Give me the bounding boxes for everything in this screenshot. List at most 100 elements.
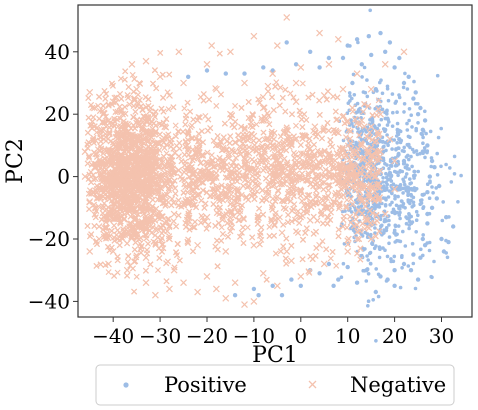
positive-point-texture xyxy=(413,188,417,193)
positive-point xyxy=(406,74,411,80)
negative-point-texture xyxy=(143,235,150,242)
negative-point-texture xyxy=(296,220,303,226)
positive-point-texture xyxy=(422,146,427,150)
positive-point xyxy=(270,283,275,288)
negative-point-texture xyxy=(293,177,300,184)
positive-point-texture xyxy=(363,90,368,95)
positive-point xyxy=(397,55,402,61)
positive-point xyxy=(366,34,371,39)
negative-point-texture xyxy=(361,225,368,232)
positive-point-texture xyxy=(420,132,425,137)
positive-point-texture xyxy=(427,248,432,253)
positive-point-texture xyxy=(360,253,364,258)
positive-point-texture xyxy=(387,235,392,239)
negative-point-texture xyxy=(180,189,187,196)
negative-point-texture xyxy=(218,224,225,231)
positive-point-texture xyxy=(392,254,397,259)
positive-point-texture xyxy=(407,118,411,123)
negative-point-texture xyxy=(256,241,263,248)
positive-point xyxy=(270,68,275,73)
positive-point xyxy=(256,293,261,298)
positive-point xyxy=(331,283,336,288)
negative-point-texture xyxy=(156,131,163,138)
negative-point-texture xyxy=(360,108,367,115)
positive-point xyxy=(373,87,378,92)
positive-point-texture xyxy=(385,84,390,89)
negative-point-texture xyxy=(298,214,304,221)
positive-point-texture xyxy=(378,104,383,109)
positive-point xyxy=(437,183,442,189)
negative-point-texture xyxy=(303,225,310,232)
positive-point-texture xyxy=(414,149,419,153)
negative-point-texture xyxy=(264,110,271,117)
positive-point-texture xyxy=(373,106,378,111)
positive-point xyxy=(411,96,416,101)
positive-point xyxy=(432,165,437,170)
negative-point-texture xyxy=(323,195,330,201)
positive-point-texture xyxy=(385,116,390,121)
negative-point-texture xyxy=(111,94,118,101)
negative-point-texture xyxy=(372,233,379,240)
positive-point-texture xyxy=(372,246,377,251)
negative-point-texture xyxy=(332,108,339,115)
negative-point-texture xyxy=(327,255,334,262)
negative-point-texture xyxy=(159,248,165,255)
positive-point-texture xyxy=(430,185,434,189)
positive-point-texture xyxy=(377,205,382,209)
negative-point-texture xyxy=(326,168,333,175)
positive-point-texture xyxy=(398,187,403,192)
positive-point xyxy=(385,277,390,282)
positive-point-texture xyxy=(390,200,394,205)
negative-point-texture xyxy=(277,248,284,255)
positive-point-texture xyxy=(405,87,410,91)
positive-point-texture xyxy=(346,101,351,105)
positive-point xyxy=(340,55,346,61)
negative-point-texture xyxy=(276,102,283,109)
positive-point-texture xyxy=(420,198,424,202)
positive-point-texture xyxy=(409,181,414,185)
positive-point-texture xyxy=(419,201,424,205)
positive-point-texture xyxy=(402,149,406,154)
positive-point-texture xyxy=(390,147,394,151)
negative-point-texture xyxy=(272,250,279,257)
negative-point-texture xyxy=(181,105,188,112)
negative-point-texture xyxy=(293,122,299,129)
positive-point-texture xyxy=(414,218,419,222)
negative-point-texture xyxy=(258,236,265,243)
positive-point-texture xyxy=(369,232,373,237)
negative-point-texture xyxy=(223,147,230,154)
negative-point-texture xyxy=(218,182,225,189)
negative-point-texture xyxy=(225,196,232,203)
negative-point-texture xyxy=(255,160,262,166)
positive-point-texture xyxy=(397,93,401,97)
positive-point xyxy=(383,127,388,132)
positive-point-texture xyxy=(409,192,413,197)
positive-point-texture xyxy=(390,210,395,215)
negative-point-texture xyxy=(156,255,163,262)
positive-point-texture xyxy=(387,223,391,227)
negative-point-texture xyxy=(273,79,280,86)
positive-point-texture xyxy=(369,128,374,132)
positive-point-texture xyxy=(354,198,358,203)
negative-point-texture xyxy=(181,181,188,188)
negative-point-texture xyxy=(182,121,189,128)
negative-point-texture xyxy=(283,235,290,242)
positive-point-texture xyxy=(388,203,392,207)
positive-point-texture xyxy=(391,110,395,115)
negative-point-texture xyxy=(161,144,168,151)
positive-point-texture xyxy=(398,216,402,221)
positive-point-texture xyxy=(366,299,371,304)
positive-point-texture xyxy=(397,146,401,150)
positive-point-texture xyxy=(376,294,381,299)
positive-point-texture xyxy=(356,109,361,113)
negative-point-texture xyxy=(85,190,92,197)
positive-point xyxy=(420,236,425,242)
negative-point-texture xyxy=(277,133,284,140)
negative-point-texture xyxy=(238,229,245,236)
positive-point-texture xyxy=(374,267,379,271)
negative-point-texture xyxy=(221,120,228,127)
negative-point-texture xyxy=(275,188,282,195)
negative-point-texture xyxy=(375,106,382,113)
positive-point-texture xyxy=(365,254,369,258)
negative-point-texture xyxy=(136,97,143,103)
